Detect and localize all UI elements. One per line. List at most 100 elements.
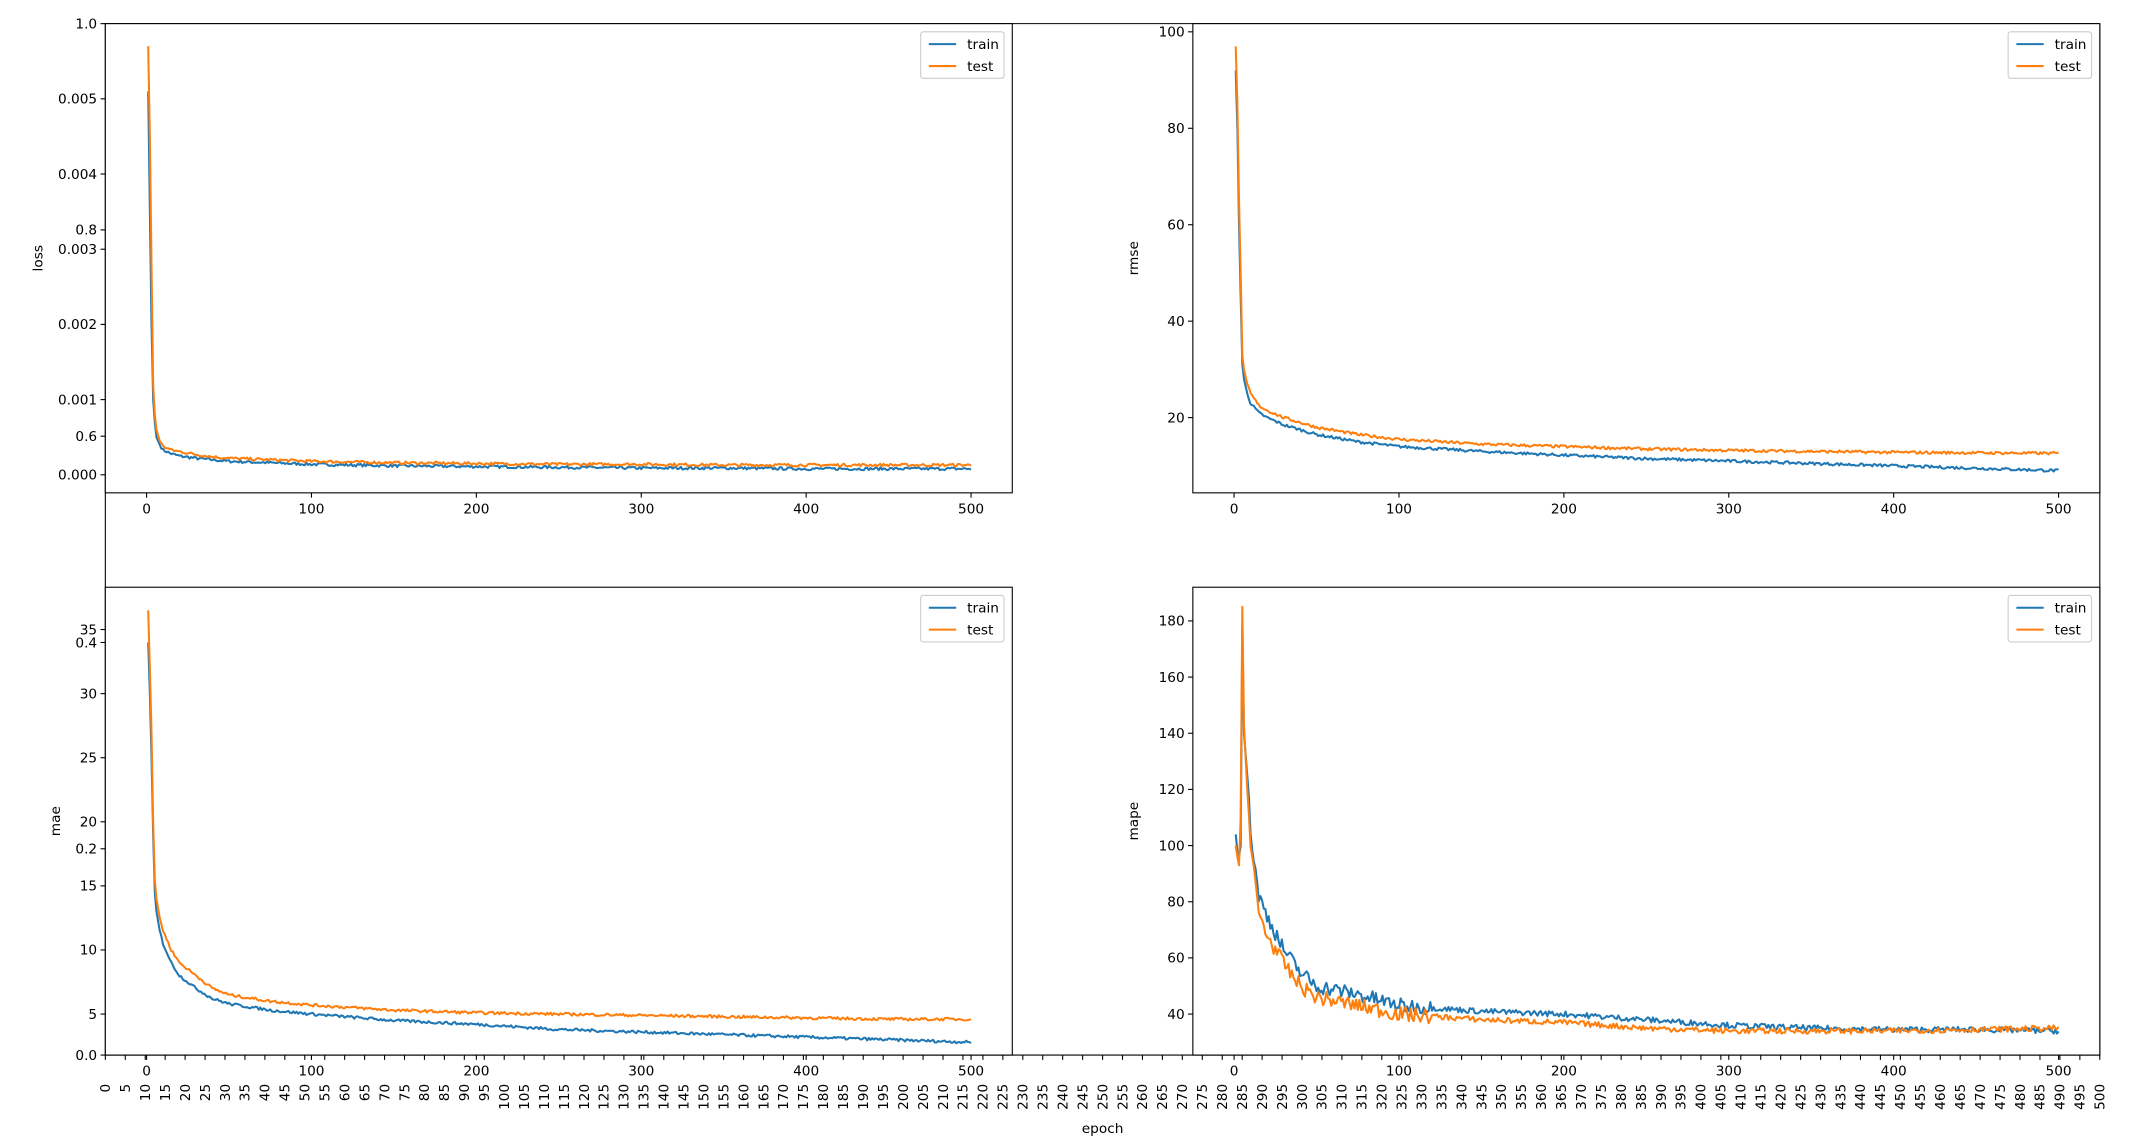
mae-x-tick-label: 500 <box>958 1064 984 1080</box>
background-x-tick-label: 110 <box>537 1084 553 1110</box>
background-x-tick-label: 75 <box>397 1084 413 1101</box>
loss-x-tick-label: 300 <box>628 501 654 517</box>
background-x-tick-label: 105 <box>517 1084 533 1110</box>
mape-y-tick-label: 60 <box>1167 951 1184 967</box>
rmse-y-tick-label: 20 <box>1167 410 1184 426</box>
mape-x-tick-label: 500 <box>2046 1064 2072 1080</box>
mae-legend: train test <box>920 594 1005 643</box>
mape-x-tick-label: 200 <box>1551 1064 1577 1080</box>
mae-x-tick-label: 400 <box>793 1064 819 1080</box>
background-x-tick-label: 65 <box>357 1084 373 1101</box>
background-x-tick-label: 60 <box>337 1084 353 1101</box>
mape-y-tick-label: 120 <box>1159 782 1185 798</box>
mae-y-tick-label: 5 <box>88 1007 97 1023</box>
rmse-plot-area <box>1192 23 2100 493</box>
legend-label-test: test <box>967 622 994 638</box>
legend-label-train: train <box>967 37 999 53</box>
rmse-y-axis-label: rmse <box>1126 241 1142 275</box>
background-x-tick-label: 395 <box>1674 1084 1690 1110</box>
background-x-tick-label: 45 <box>278 1084 294 1101</box>
mae-axes-frame <box>104 586 1013 1056</box>
legend-label-train: train <box>2055 601 2087 617</box>
background-x-tick-label: 460 <box>1933 1084 1949 1110</box>
mae-x-tick-label: 100 <box>298 1064 324 1080</box>
background-x-tick-label: 390 <box>1654 1084 1670 1110</box>
mape-test-line <box>1234 605 2060 1035</box>
rmse-y-tick-label: 100 <box>1159 25 1185 41</box>
loss-y-tick-label: 0.001 <box>58 392 97 408</box>
mape-x-tick-label: 300 <box>1716 1064 1742 1080</box>
loss-y-tick-label: 0.004 <box>58 167 97 183</box>
background-x-tick-label: 150 <box>696 1084 712 1110</box>
background-x-tick-label: 365 <box>1554 1084 1570 1110</box>
mape-x-tick-label: 100 <box>1386 1064 1412 1080</box>
background-x-tick-label: 340 <box>1454 1084 1470 1110</box>
background-x-tick-label: 400 <box>1694 1084 1710 1110</box>
background-x-tick-label: 250 <box>1095 1084 1111 1110</box>
mae-x-tick-label: 0 <box>142 1064 151 1080</box>
background-x-tick-label: 240 <box>1055 1084 1071 1110</box>
mape-y-tick-label: 100 <box>1159 838 1185 854</box>
loss-x-tick-label: 400 <box>793 501 819 517</box>
loss-plot-area <box>105 23 1013 493</box>
background-x-tick-label: 220 <box>976 1084 992 1110</box>
background-x-tick-label: 370 <box>1574 1084 1590 1110</box>
mape-train-line <box>1234 625 2060 1035</box>
background-x-tick-label: 55 <box>318 1084 334 1101</box>
background-x-tick-label: 130 <box>617 1084 633 1110</box>
background-x-tick-label: 350 <box>1494 1084 1510 1110</box>
background-x-tick-label: 465 <box>1953 1084 1969 1110</box>
loss-legend: train test <box>920 31 1005 79</box>
background-x-tick-label: 195 <box>876 1084 892 1110</box>
rmse-subplot: 20 40 60 80 100 0 100 200 300 400 500 rmse train test <box>1126 23 2101 517</box>
background-x-tick-label: 290 <box>1255 1084 1271 1110</box>
mae-y-axis-label: mae <box>48 806 64 836</box>
background-x-tick-label: 425 <box>1793 1084 1809 1110</box>
background-x-tick-label: 165 <box>756 1084 772 1110</box>
background-x-tick-label: 185 <box>836 1084 852 1110</box>
background-x-tick-label: 480 <box>2013 1084 2029 1110</box>
mae-y-tick-label: 30 <box>80 686 97 702</box>
background-y-tick-label: 0.4 <box>75 635 97 651</box>
mape-subplot: 40 60 80 100 120 140 160 180 0 100 200 300 400 500 map… <box>1126 586 2101 1080</box>
background-x-tick-label: 415 <box>1754 1084 1770 1110</box>
mape-legend: train test <box>2007 594 2093 643</box>
background-x-tick-label: 200 <box>896 1084 912 1110</box>
background-x-tick-label: 270 <box>1175 1084 1191 1110</box>
mae-x-tick-label: 300 <box>628 1064 654 1080</box>
background-x-tick-label: 235 <box>1036 1084 1052 1110</box>
rmse-y-tick-label: 80 <box>1167 121 1184 137</box>
background-x-tick-label: 215 <box>956 1084 972 1110</box>
background-x-tick-label: 260 <box>1135 1084 1151 1110</box>
background-x-tick-label: 245 <box>1075 1084 1091 1110</box>
background-x-tick-label: 450 <box>1893 1084 1909 1110</box>
loss-test-line <box>147 46 972 468</box>
background-x-tick-label: 485 <box>2033 1084 2049 1110</box>
legend-label-test: test <box>2055 622 2082 638</box>
background-x-tick-label: 280 <box>1215 1084 1231 1110</box>
loss-y-axis-label: loss <box>30 245 46 271</box>
background-x-tick-label: 35 <box>238 1084 254 1101</box>
background-x-tick-label: 445 <box>1873 1084 1889 1110</box>
background-x-tick-label: 210 <box>936 1084 952 1110</box>
rmse-x-tick-label: 400 <box>1881 501 1907 517</box>
background-y-tick-label: 0.8 <box>75 223 97 239</box>
background-y-tick-label: 0.2 <box>75 842 97 858</box>
loss-x-tick-label: 200 <box>463 501 489 517</box>
background-x-tick-label: 230 <box>1016 1084 1032 1110</box>
background-x-tick-label: 90 <box>457 1084 473 1101</box>
background-x-tick-label: 10 <box>138 1084 154 1101</box>
x-axis-label-epoch: epoch <box>1082 1121 1124 1137</box>
loss-y-tick-label: 0.003 <box>58 242 97 258</box>
mae-subplot: 5 10 15 20 25 30 35 0 100 200 300 400 500 mae train tes… <box>48 586 1013 1080</box>
background-x-tick-label: 500 <box>2093 1084 2109 1110</box>
legend-label-test: test <box>2055 59 2082 75</box>
rmse-y-tick-label: 40 <box>1167 314 1184 330</box>
background-x-tick-label: 325 <box>1395 1084 1411 1110</box>
background-x-tick-label: 285 <box>1235 1084 1251 1110</box>
loss-subplot: 0.000 0.001 0.002 0.003 0.004 0.005 0 100 200 300… <box>30 23 1013 517</box>
rmse-x-tick-label: 200 <box>1551 501 1577 517</box>
background-x-tick-label: 440 <box>1853 1084 1869 1110</box>
rmse-x-tick-label: 0 <box>1230 501 1239 517</box>
